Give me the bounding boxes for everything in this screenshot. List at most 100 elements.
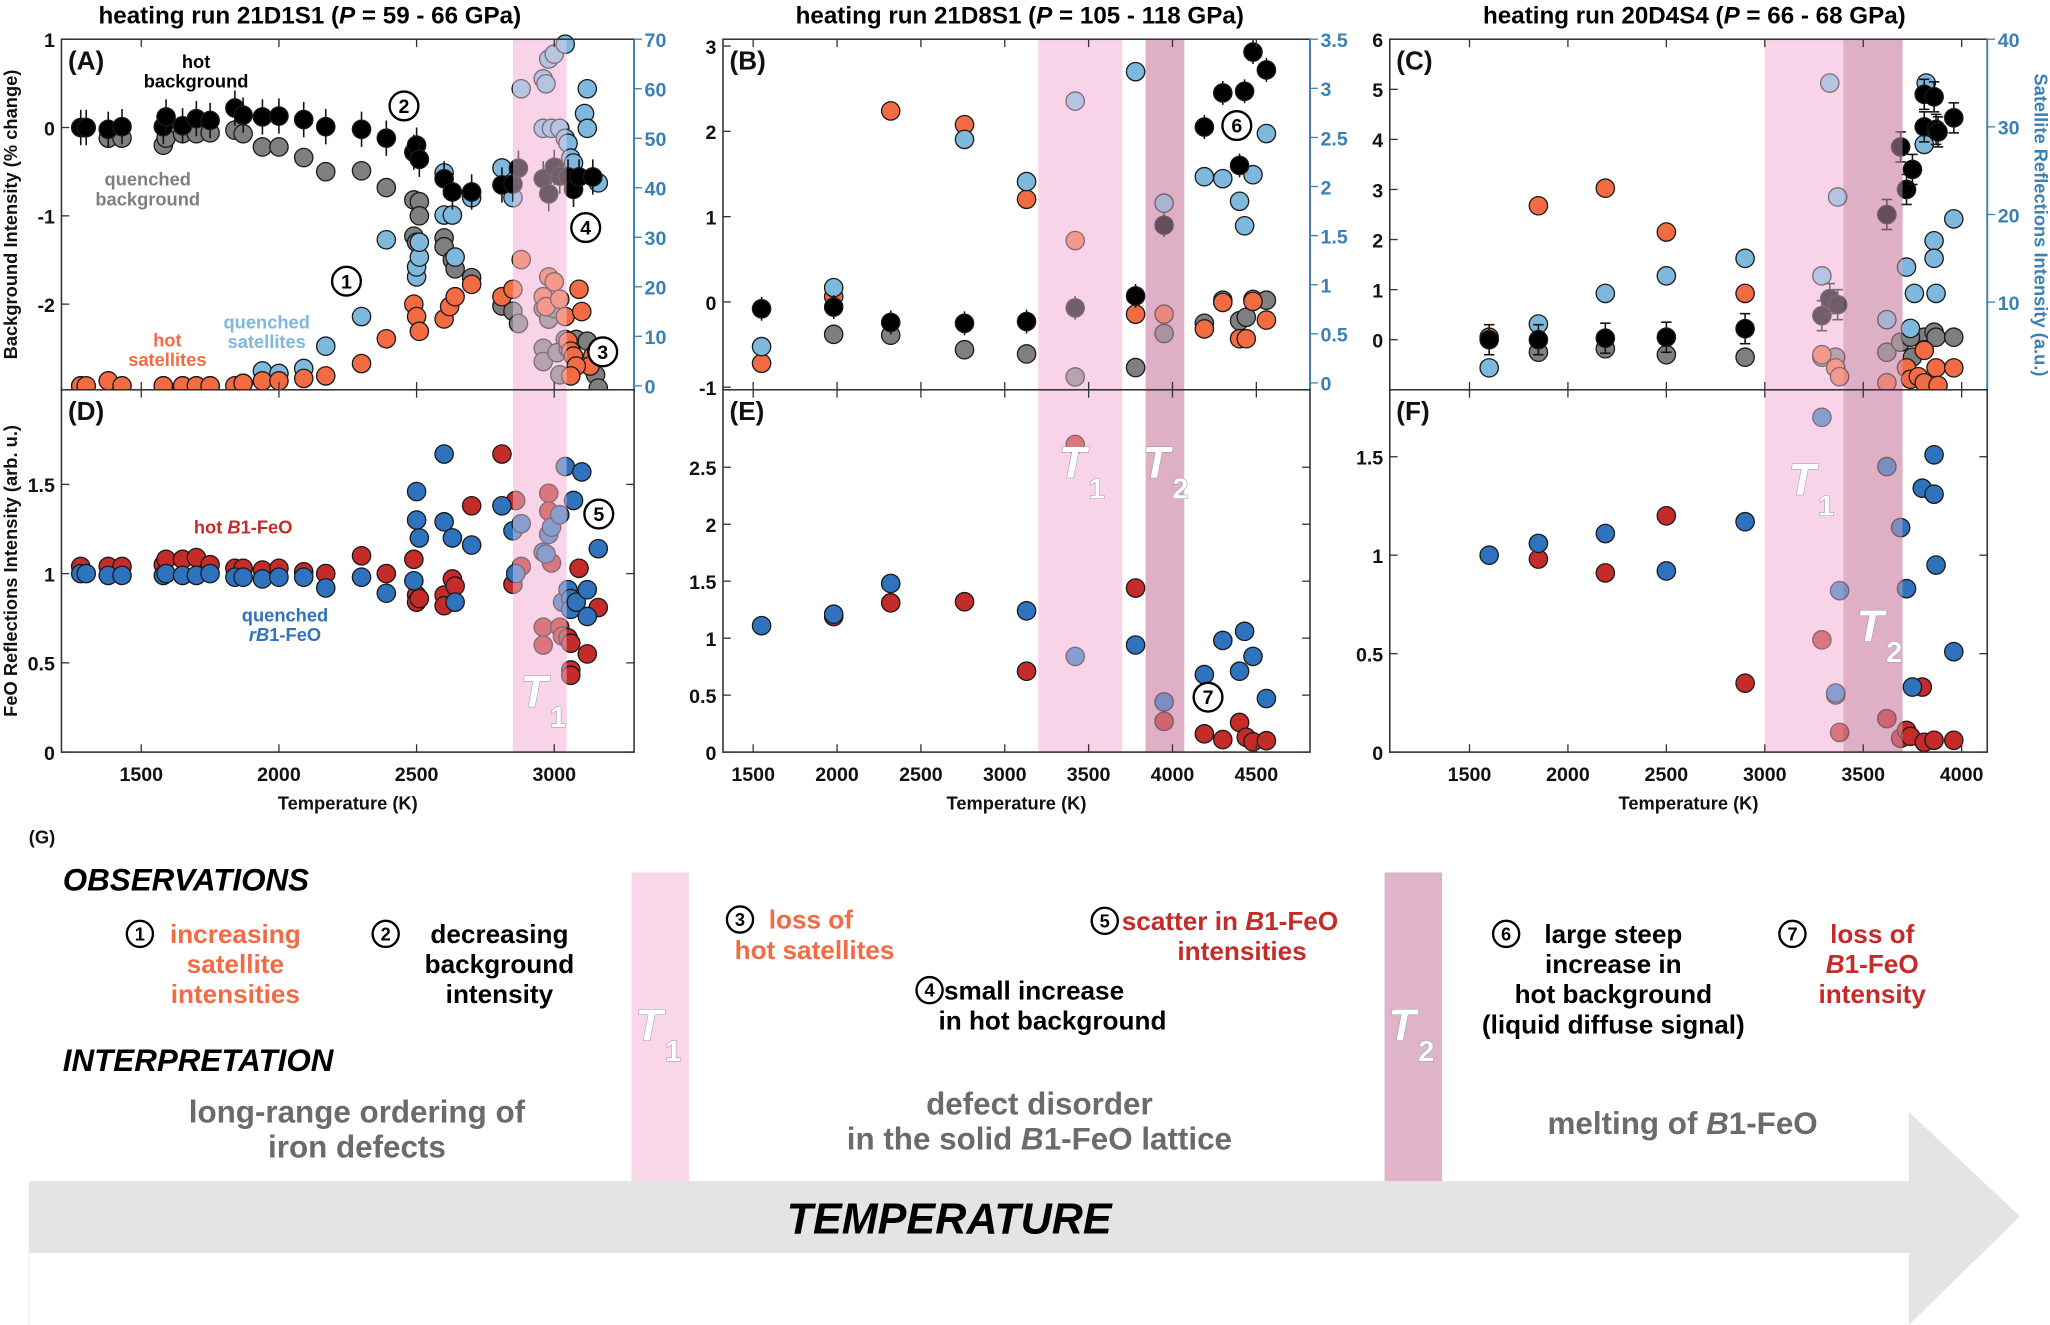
data-point bbox=[200, 110, 220, 131]
y-tick-label: 0 bbox=[706, 293, 717, 315]
observation-text: B1-FeO bbox=[1826, 949, 1919, 979]
data-point bbox=[1125, 286, 1146, 306]
interpretation-text-part: B bbox=[1021, 1122, 1044, 1157]
data-point bbox=[315, 366, 336, 386]
data-point bbox=[1812, 630, 1832, 650]
data-point bbox=[1943, 641, 1964, 662]
interpretation-heading: INTERPRETATION bbox=[63, 1043, 335, 1078]
data-point bbox=[508, 158, 529, 178]
data-point bbox=[1812, 344, 1832, 365]
observation-text-part: intensity bbox=[446, 979, 554, 1009]
data-point bbox=[1595, 178, 1616, 199]
panel-letter: (B) bbox=[730, 45, 766, 75]
temperature-band-overlay bbox=[1145, 39, 1185, 390]
y-tick-label: 1 bbox=[706, 207, 717, 229]
data-point bbox=[409, 528, 430, 548]
data-point bbox=[751, 353, 772, 374]
data-point bbox=[252, 107, 273, 127]
circled-number-text: 1 bbox=[341, 271, 352, 293]
circled-number-text: 4 bbox=[580, 218, 591, 240]
interpretation-text: defect disorder bbox=[926, 1086, 1153, 1121]
series-label-part: hot bbox=[182, 51, 210, 72]
y2-tick-label: 3 bbox=[1320, 79, 1331, 101]
observation-text-part: intensity bbox=[1818, 979, 1926, 1009]
data-point bbox=[1125, 357, 1146, 378]
series-quenched-satellites bbox=[751, 61, 1277, 357]
observation-text-part: background bbox=[425, 949, 575, 979]
data-point bbox=[1125, 635, 1146, 655]
observation-text-part: loss of bbox=[769, 905, 854, 935]
data-point bbox=[954, 591, 975, 612]
data-point bbox=[293, 109, 314, 130]
series-hot-background bbox=[751, 40, 1277, 336]
temperature-band-overlay bbox=[1843, 389, 1903, 753]
data-point bbox=[1819, 73, 1840, 93]
circled-number-text: 4 bbox=[924, 980, 935, 1001]
y-tick-label: 0 bbox=[1372, 743, 1383, 765]
temperature-band-overlay bbox=[1038, 39, 1123, 390]
series-quenched-rb1-feo bbox=[1479, 407, 1964, 703]
data-point bbox=[1236, 328, 1257, 349]
series-quenched-rb1-feo bbox=[751, 573, 1277, 712]
circle-marker bbox=[587, 336, 619, 368]
data-point bbox=[1924, 87, 1944, 107]
data-point bbox=[351, 306, 372, 327]
interpretation-text-part: B bbox=[1706, 1106, 1729, 1141]
y-tick-label: -2 bbox=[37, 295, 55, 317]
data-point bbox=[569, 279, 589, 300]
panel-b: -1 0 1 2 3 0 0.5 1 1.5 2 2.5 3 3.5 (B) heating run 21D… bbox=[699, 3, 1348, 401]
y-tick-label: 2 bbox=[706, 122, 717, 144]
circle-marker bbox=[371, 919, 400, 949]
y2-tick-label: 0 bbox=[1320, 374, 1331, 396]
data-point bbox=[1194, 117, 1215, 137]
data-point bbox=[351, 567, 372, 587]
y2-tick-label: 50 bbox=[645, 129, 667, 151]
panel-title-part: P bbox=[1036, 3, 1053, 30]
data-point bbox=[200, 563, 220, 584]
data-point bbox=[560, 633, 581, 654]
data-point bbox=[76, 117, 97, 138]
observation-text: in hot background bbox=[938, 1005, 1166, 1035]
y2-axis-label: Satellite Reflections Intensity (a.u.) bbox=[2030, 73, 2050, 376]
data-point bbox=[315, 336, 336, 357]
panel-letter: (D) bbox=[68, 396, 104, 426]
y-tick-label: 1 bbox=[44, 30, 55, 52]
data-point bbox=[315, 578, 336, 598]
t2-band bbox=[1384, 872, 1443, 1182]
series-label: hot bbox=[153, 330, 181, 351]
data-point bbox=[1896, 578, 1917, 599]
data-point bbox=[533, 351, 554, 372]
observation-text-part: satellite bbox=[187, 949, 284, 979]
data-point bbox=[1735, 248, 1755, 269]
circled-number: 5 bbox=[583, 498, 615, 530]
data-point bbox=[1125, 61, 1146, 82]
observation-text-part: B bbox=[1826, 949, 1845, 979]
data-point bbox=[1924, 230, 1944, 251]
data-point bbox=[492, 444, 512, 464]
data-point bbox=[1212, 168, 1233, 189]
data-point bbox=[1212, 83, 1233, 103]
data-point bbox=[1827, 187, 1848, 207]
circled-number: 3 bbox=[587, 336, 619, 368]
data-point bbox=[1735, 318, 1755, 339]
circled-number: 6 bbox=[1491, 919, 1521, 949]
y2-tick-label: 20 bbox=[1998, 205, 2020, 227]
band-label: T2 bbox=[1143, 438, 1189, 505]
circle-marker bbox=[388, 90, 420, 122]
data-point bbox=[880, 573, 901, 594]
data-point bbox=[577, 644, 598, 664]
data-point bbox=[376, 229, 397, 250]
data-point bbox=[563, 490, 584, 511]
series-label: satellites bbox=[228, 331, 306, 352]
band-label: T1 bbox=[635, 1001, 681, 1068]
data-point bbox=[1256, 688, 1277, 709]
data-point bbox=[1125, 578, 1146, 598]
data-point bbox=[1229, 155, 1250, 176]
y-tick-label: 1.5 bbox=[28, 475, 55, 497]
data-point bbox=[409, 588, 430, 609]
observation-text: hot satellites bbox=[735, 935, 895, 965]
circled-number-text: 6 bbox=[1501, 923, 1511, 944]
